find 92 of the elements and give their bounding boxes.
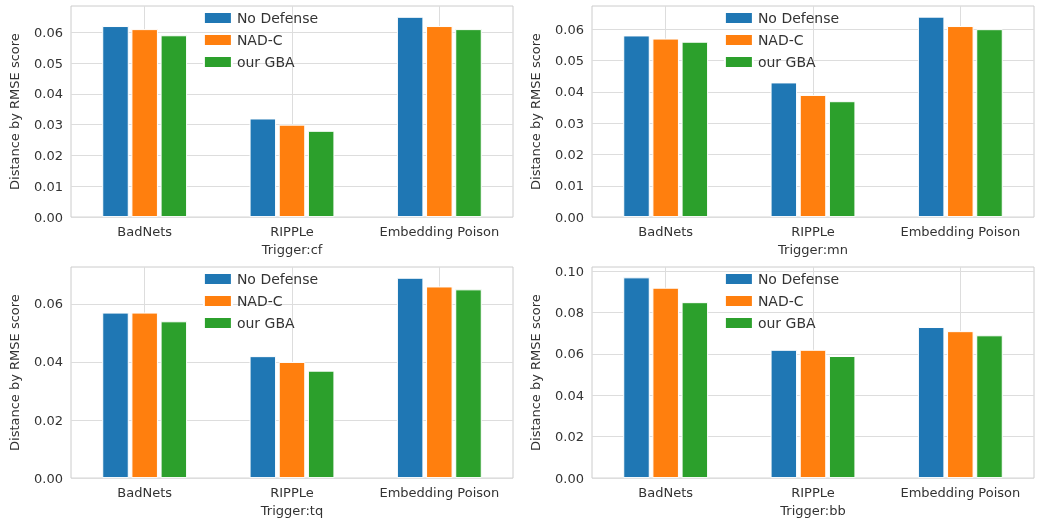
bar bbox=[976, 29, 1003, 218]
y-tick-label: 0.02 bbox=[555, 146, 584, 162]
x-tick-label: BadNets bbox=[638, 485, 694, 501]
bar bbox=[455, 289, 482, 479]
x-tick-label: BadNets bbox=[117, 224, 173, 240]
x-axis-title: Trigger:bb bbox=[779, 503, 846, 518]
y-tick-label: 0.01 bbox=[34, 178, 63, 194]
bar bbox=[102, 26, 129, 218]
y-tick-label: 0.04 bbox=[34, 86, 63, 102]
y-tick-label: 0.04 bbox=[34, 354, 63, 370]
x-tick-label: RIPPLe bbox=[791, 224, 835, 240]
bar bbox=[307, 370, 335, 479]
y-tick-label: 0.00 bbox=[34, 470, 63, 486]
bar bbox=[652, 38, 679, 218]
legend-label: our GBA bbox=[757, 54, 816, 70]
y-tick-label: 0.01 bbox=[555, 178, 584, 194]
bar bbox=[307, 130, 335, 218]
y-tick-label: 0.06 bbox=[555, 21, 584, 37]
x-tick-label: RIPPLe bbox=[791, 485, 835, 501]
y-axis-title: Distance by RMSE score bbox=[528, 33, 543, 190]
y-tick-label: 0.05 bbox=[555, 53, 584, 68]
x-tick-label: Embedding Poison bbox=[900, 224, 1021, 240]
legend-label: NAD-C bbox=[236, 293, 283, 309]
bar bbox=[770, 349, 798, 479]
bar bbox=[131, 312, 158, 479]
bar bbox=[828, 101, 856, 218]
y-tick-label: 0.03 bbox=[34, 117, 63, 133]
bar bbox=[249, 118, 277, 218]
bar bbox=[249, 356, 277, 479]
y-tick-label: 0.04 bbox=[555, 387, 584, 403]
bar bbox=[426, 26, 453, 218]
x-axis-title: Trigger:mn bbox=[777, 242, 848, 257]
y-tick-label: 0.05 bbox=[34, 55, 63, 71]
bar bbox=[278, 361, 306, 479]
bar bbox=[976, 335, 1003, 479]
y-tick-label: 0.04 bbox=[555, 84, 584, 100]
bar bbox=[652, 287, 679, 479]
y-tick-label: 0.06 bbox=[34, 24, 63, 40]
y-axis-title: Distance by RMSE score bbox=[7, 33, 22, 190]
x-tick-label: BadNets bbox=[638, 224, 694, 240]
y-tick-label: 0.00 bbox=[34, 209, 63, 225]
y-tick-label: 0.00 bbox=[555, 209, 584, 225]
y-tick-label: 0.08 bbox=[555, 305, 584, 321]
bar bbox=[799, 94, 827, 218]
x-axis-title: Trigger:tq bbox=[259, 503, 324, 518]
bar bbox=[828, 355, 856, 479]
y-tick-label: 0.02 bbox=[34, 412, 63, 428]
legend-label: No Defense bbox=[236, 10, 319, 26]
y-tick-label: 0.06 bbox=[34, 296, 63, 312]
legend-label: our GBA bbox=[236, 54, 295, 70]
legend-label: No Defense bbox=[236, 271, 319, 287]
legend-label: No Defense bbox=[757, 271, 840, 287]
bar bbox=[947, 26, 974, 218]
x-axis-title: Trigger:cf bbox=[260, 242, 323, 257]
bar bbox=[681, 302, 709, 479]
legend-label: NAD-C bbox=[757, 293, 804, 309]
x-tick-label: Embedding Poison bbox=[900, 485, 1021, 501]
bar bbox=[455, 29, 482, 218]
legend-label: our GBA bbox=[757, 315, 816, 331]
bar bbox=[947, 331, 974, 479]
bar bbox=[396, 16, 424, 218]
legend-label: NAD-C bbox=[757, 32, 804, 48]
bar bbox=[623, 35, 650, 218]
y-tick-label: 0.10 bbox=[555, 263, 584, 279]
bar bbox=[160, 35, 188, 218]
x-tick-label: RIPPLe bbox=[270, 224, 314, 240]
bar bbox=[131, 29, 158, 218]
bar bbox=[278, 124, 306, 218]
bar bbox=[917, 16, 945, 218]
y-tick-label: 0.02 bbox=[555, 429, 584, 445]
x-tick-label: Embedding Poison bbox=[379, 224, 500, 240]
bar bbox=[102, 312, 129, 479]
bar bbox=[681, 41, 709, 218]
x-tick-label: RIPPLe bbox=[270, 485, 314, 501]
y-tick-label: 0.02 bbox=[34, 147, 63, 163]
bar bbox=[623, 277, 650, 479]
bar bbox=[917, 327, 945, 479]
bar bbox=[770, 82, 798, 218]
legend-label: NAD-C bbox=[236, 32, 283, 48]
x-tick-label: Embedding Poison bbox=[379, 485, 500, 501]
legend-label: our GBA bbox=[236, 315, 295, 331]
y-tick-label: 0.00 bbox=[555, 470, 584, 486]
y-tick-label: 0.06 bbox=[555, 346, 584, 362]
legend-label: No Defense bbox=[757, 10, 840, 26]
y-tick-label: 0.03 bbox=[555, 115, 584, 131]
bar bbox=[426, 286, 453, 479]
x-tick-label: BadNets bbox=[117, 485, 173, 501]
y-axis-title: Distance by RMSE score bbox=[7, 294, 22, 451]
bar bbox=[160, 321, 188, 479]
bar bbox=[799, 349, 827, 479]
bar bbox=[396, 277, 424, 479]
y-axis-title: Distance by RMSE score bbox=[528, 294, 543, 451]
